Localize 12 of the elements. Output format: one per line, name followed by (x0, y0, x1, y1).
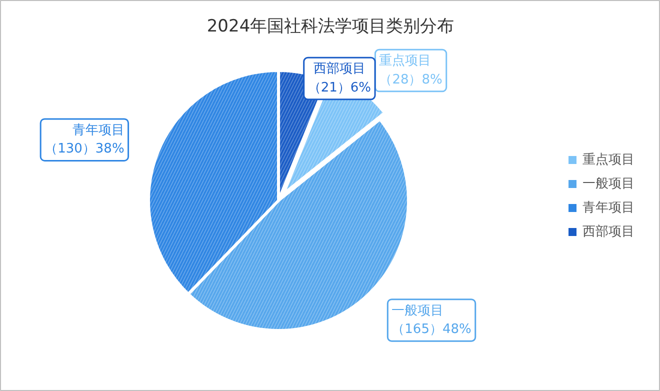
slice-label: 青年项目 (72, 122, 124, 138)
legend-label: 青年项目 (582, 200, 634, 216)
legend-label: 西部项目 (582, 224, 634, 240)
slice-label: 西部项目 (313, 62, 366, 77)
data-label: （165）48% (392, 322, 472, 338)
chart-title: 2024年国社科法学项目类别分布 (206, 16, 454, 36)
slice-label: 重点项目 (379, 54, 432, 69)
legend-label: 重点项目 (582, 152, 634, 168)
data-label: （130）38% (44, 142, 124, 157)
data-label: （28）8% (379, 72, 442, 88)
data-label: （21）6% (308, 80, 372, 96)
legend-label: 一般项目 (582, 176, 634, 192)
